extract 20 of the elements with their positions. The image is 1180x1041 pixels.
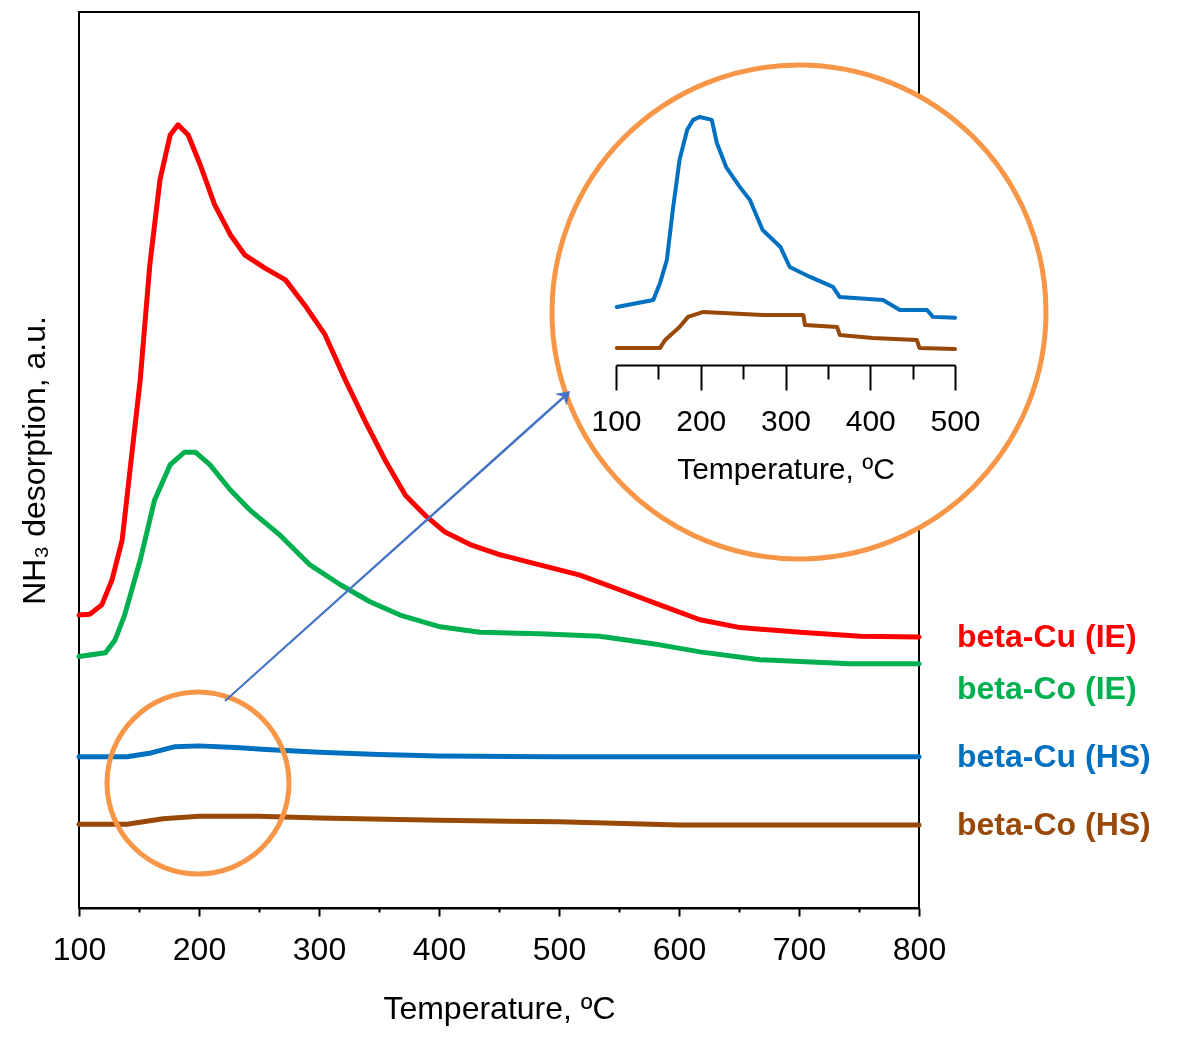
x-tick-label: 400 [845,403,896,437]
series-label: beta-Co (HS) [957,805,1151,842]
x-tick-label: 700 [772,930,827,967]
x-tick-label: 300 [760,403,812,437]
x-tick-label: 500 [930,403,981,437]
x-tick-label: 400 [412,930,467,967]
y-axis-title: NH₃ desorption, a.u. [15,316,52,605]
x-tick-label: 300 [292,930,347,967]
series-label: beta-Cu (IE) [957,618,1137,655]
series-label: beta-Co (IE) [957,670,1137,707]
x-tick-label: 200 [676,403,727,437]
x-tick-label: 600 [652,930,707,967]
x-tick-label: 200 [172,930,227,967]
x-axis-title: Temperature, ºC [677,451,895,485]
x-tick-label: 800 [892,930,947,967]
series-label: beta-Cu (HS) [957,737,1151,774]
x-tick-label: 500 [532,930,587,967]
x-tick-label: 100 [52,930,107,967]
x-axis-title: Temperature, ºC [383,989,616,1026]
x-tick-label: 100 [591,403,642,437]
